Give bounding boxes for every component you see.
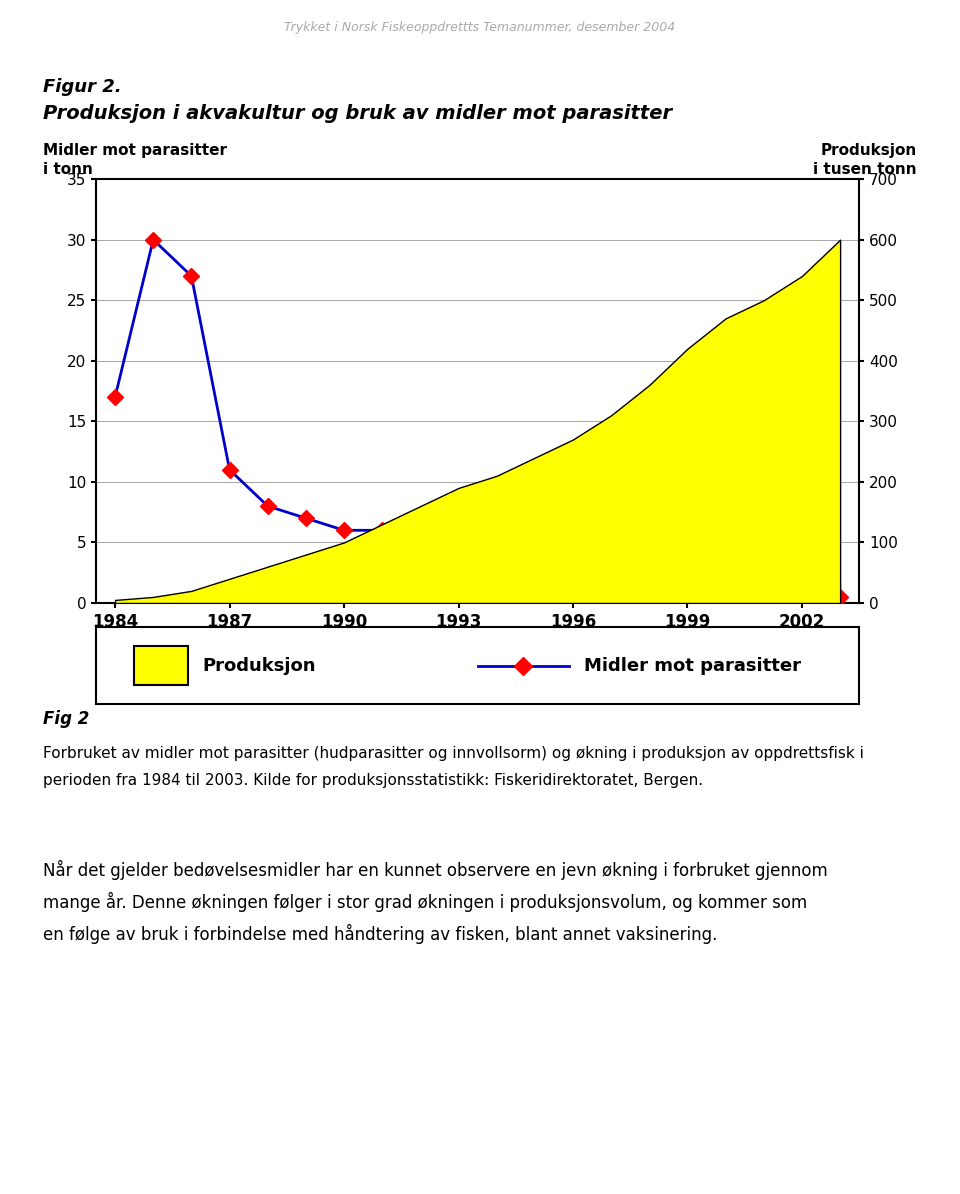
Text: Midler mot parasitter: Midler mot parasitter [585, 657, 802, 675]
Text: Figur 2.: Figur 2. [43, 78, 122, 96]
Text: Produksjon i akvakultur og bruk av midler mot parasitter: Produksjon i akvakultur og bruk av midle… [43, 104, 672, 123]
Text: en følge av bruk i forbindelse med håndtering av fisken, blant annet vaksinering: en følge av bruk i forbindelse med håndt… [43, 924, 717, 944]
Text: i tonn: i tonn [43, 162, 93, 178]
Text: mange år. Denne økningen følger i stor grad økningen i produksjonsvolum, og komm: mange år. Denne økningen følger i stor g… [43, 892, 807, 912]
Text: perioden fra 1984 til 2003. Kilde for produksjonsstatistikk: Fiskeridirektoratet: perioden fra 1984 til 2003. Kilde for pr… [43, 773, 704, 788]
Bar [134, 646, 187, 685]
Text: Forbruket av midler mot parasitter (hudparasitter og innvollsorm) og økning i pr: Forbruket av midler mot parasitter (hudp… [43, 746, 864, 762]
Text: Midler mot parasitter: Midler mot parasitter [43, 143, 228, 159]
Text: i tusen tonn: i tusen tonn [813, 162, 917, 178]
Text: Trykket i Norsk Fiskeoppdrettts Temanummer, desember 2004: Trykket i Norsk Fiskeoppdrettts Temanumm… [284, 21, 676, 35]
Text: Produksjon: Produksjon [203, 657, 317, 675]
Text: Produksjon: Produksjon [821, 143, 917, 159]
Text: Når det gjelder bedøvelsesmidler har en kunnet observere en jevn økning i forbru: Når det gjelder bedøvelsesmidler har en … [43, 860, 828, 880]
Text: Fig 2: Fig 2 [43, 710, 89, 728]
